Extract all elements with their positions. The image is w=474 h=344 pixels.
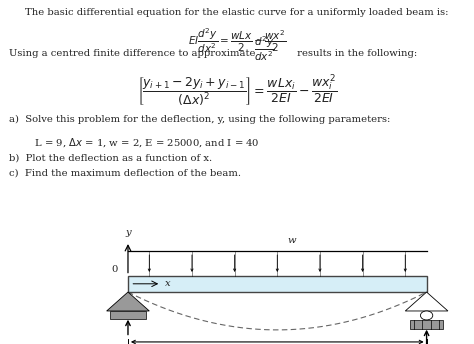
Text: Using a centred finite difference to approximate: Using a centred finite difference to app… (9, 49, 259, 58)
Text: 0: 0 (111, 265, 118, 274)
Text: b)  Plot the deflection as a function of x.: b) Plot the deflection as a function of … (9, 153, 213, 162)
FancyBboxPatch shape (110, 311, 146, 319)
Text: The basic differential equation for the elastic curve for a uniformly loaded bea: The basic differential equation for the … (25, 8, 449, 17)
FancyBboxPatch shape (410, 320, 443, 329)
Text: a)  Solve this problem for the deflection, y, using the following parameters:: a) Solve this problem for the deflection… (9, 115, 391, 125)
Circle shape (420, 311, 433, 320)
Text: y: y (125, 228, 131, 237)
Text: $EI\dfrac{d^2y}{dx^2} = \dfrac{wLx}{2} - \dfrac{wx^2}{2}$: $EI\dfrac{d^2y}{dx^2} = \dfrac{wLx}{2} -… (188, 26, 286, 55)
Text: c)  Find the maximum deflection of the beam.: c) Find the maximum deflection of the be… (9, 169, 241, 178)
Polygon shape (405, 292, 448, 311)
Text: L = 9, $\Delta x$ = 1, w = 2, E = 25000, and I = 40: L = 9, $\Delta x$ = 1, w = 2, E = 25000,… (9, 137, 260, 149)
Text: x: x (165, 279, 171, 288)
Text: $\dfrac{d^2y}{dx^2}$: $\dfrac{d^2y}{dx^2}$ (254, 34, 274, 63)
Polygon shape (107, 292, 149, 311)
Text: $\left[\dfrac{y_{i+1} - 2y_i + y_{i-1}}{(\Delta x)^2}\right] = \dfrac{wLx_i}{2EI: $\left[\dfrac{y_{i+1} - 2y_i + y_{i-1}}{… (137, 72, 337, 109)
Text: w: w (287, 236, 296, 245)
FancyBboxPatch shape (128, 276, 427, 292)
Text: results in the following:: results in the following: (294, 49, 417, 58)
